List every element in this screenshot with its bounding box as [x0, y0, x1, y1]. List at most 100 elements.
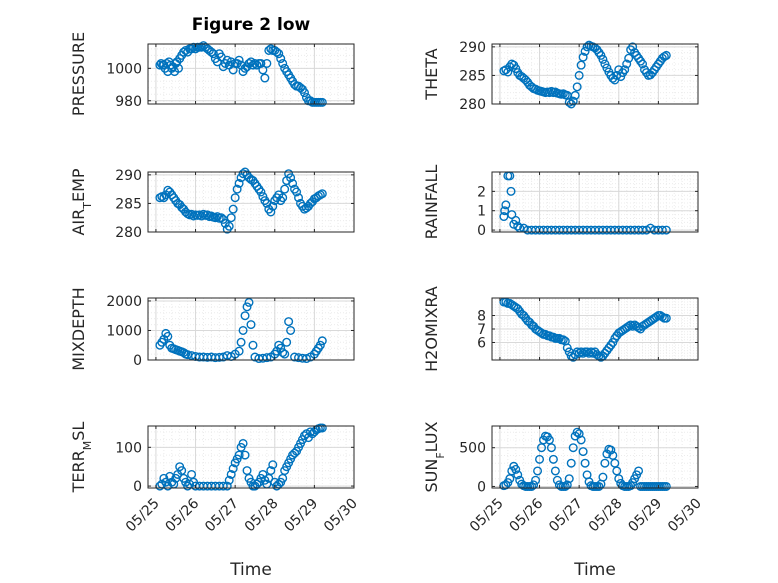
- data-point: [574, 429, 584, 439]
- axes-box: [491, 425, 699, 489]
- data-point: [546, 443, 556, 453]
- data-point: [272, 47, 282, 57]
- data-point: [580, 46, 590, 56]
- subplot-8: 0 500 SUNFLUX 05/25 05/26 05/27 05/28 05/29 05/3…: [422, 421, 705, 535]
- data-point: [282, 337, 292, 347]
- data-point: [252, 60, 262, 70]
- data-point: [564, 474, 574, 484]
- data-point: [622, 59, 632, 69]
- data-point: [268, 460, 278, 470]
- y-axis-label: MIXDEPTH: [69, 287, 88, 370]
- data-point: [240, 450, 250, 460]
- data-point: [234, 178, 244, 188]
- data-point: [614, 474, 624, 484]
- x-tick-label: 05/29: [281, 496, 321, 536]
- data-point: [638, 59, 648, 69]
- data-point: [568, 96, 578, 106]
- y-tick-label: 285: [115, 196, 142, 212]
- data-point: [499, 212, 509, 222]
- y-tick-label: 6: [477, 335, 486, 351]
- data-point: [292, 187, 302, 197]
- figure-title: Figure 2 low: [192, 15, 311, 35]
- data-point: [535, 454, 545, 464]
- data-point: [620, 65, 630, 75]
- data-point: [262, 353, 272, 363]
- data-point: [174, 63, 184, 73]
- data-point: [244, 297, 254, 307]
- subplot-5: 0 1000 2000 MIXDEPTH: [69, 287, 355, 371]
- subplot-1: 980 1000 PRESSURE: [69, 32, 355, 116]
- data-point: [294, 193, 304, 203]
- data-point: [278, 348, 288, 358]
- y-tick-label: 0: [477, 223, 486, 239]
- data-point: [574, 70, 584, 80]
- y-axis-label: H2OMIXRA: [422, 286, 441, 372]
- data-point: [580, 458, 590, 468]
- y-tick-label: 290: [459, 40, 486, 56]
- data-point: [278, 193, 288, 203]
- y-tick-label: 0: [477, 479, 486, 495]
- x-tick-label: 05/27: [546, 496, 586, 536]
- axes-box: [147, 425, 355, 489]
- subplot-2: 280 285 290 THETA: [422, 40, 699, 113]
- data-point: [501, 480, 511, 490]
- data-point: [234, 55, 244, 65]
- y-tick-label: 980: [115, 94, 142, 110]
- data-point: [250, 58, 260, 68]
- data-point: [317, 97, 327, 107]
- data-point: [266, 466, 276, 476]
- y-axis-label: SUNFLUX: [422, 421, 447, 492]
- x-tick-label: 05/30: [665, 496, 705, 536]
- data-point: [564, 97, 574, 107]
- data-point: [246, 320, 256, 330]
- data-point: [299, 88, 309, 98]
- data-point: [258, 65, 268, 75]
- y-tick-label: 290: [115, 168, 142, 184]
- data-point: [598, 54, 608, 64]
- data-point: [278, 58, 288, 68]
- data-point: [550, 466, 560, 476]
- data-point: [315, 340, 325, 350]
- data-point: [513, 470, 523, 480]
- data-point: [238, 438, 248, 448]
- data-point: [234, 346, 244, 356]
- data-point: [274, 49, 284, 59]
- data-point: [284, 317, 294, 327]
- data-point: [280, 349, 290, 359]
- data-point: [224, 475, 234, 485]
- data-point: [238, 169, 248, 179]
- y-axis-label: TERRMSL: [69, 422, 94, 494]
- data-point: [576, 435, 586, 445]
- data-point: [262, 58, 272, 68]
- y-tick-label: 1000: [106, 323, 142, 339]
- data-point: [572, 427, 582, 437]
- data-point: [634, 466, 644, 476]
- axes-box: [491, 43, 699, 105]
- data-point: [305, 427, 315, 437]
- data-point: [202, 210, 212, 220]
- x-tick-label: 05/25: [467, 496, 507, 536]
- data-point: [500, 206, 510, 216]
- data-point: [576, 60, 586, 70]
- data-point: [256, 187, 266, 197]
- y-tick-label: 8: [477, 309, 486, 325]
- data-point: [548, 454, 558, 464]
- axes-box: [147, 297, 355, 361]
- data-point: [527, 481, 537, 491]
- y-tick-label: 280: [115, 225, 142, 241]
- data-point: [236, 337, 246, 347]
- y-tick-label: 2: [477, 184, 486, 200]
- data-point: [228, 204, 238, 214]
- data-point: [248, 340, 258, 350]
- data-point: [226, 469, 236, 479]
- data-point: [578, 447, 588, 457]
- data-point: [222, 55, 232, 65]
- data-point: [628, 321, 638, 331]
- y-tick-label: 7: [477, 322, 486, 338]
- y-axis-label: RAINFALL: [422, 165, 441, 240]
- data-point: [218, 481, 228, 491]
- data-point: [196, 42, 206, 52]
- axes-box: [147, 43, 355, 105]
- data-point: [560, 481, 570, 491]
